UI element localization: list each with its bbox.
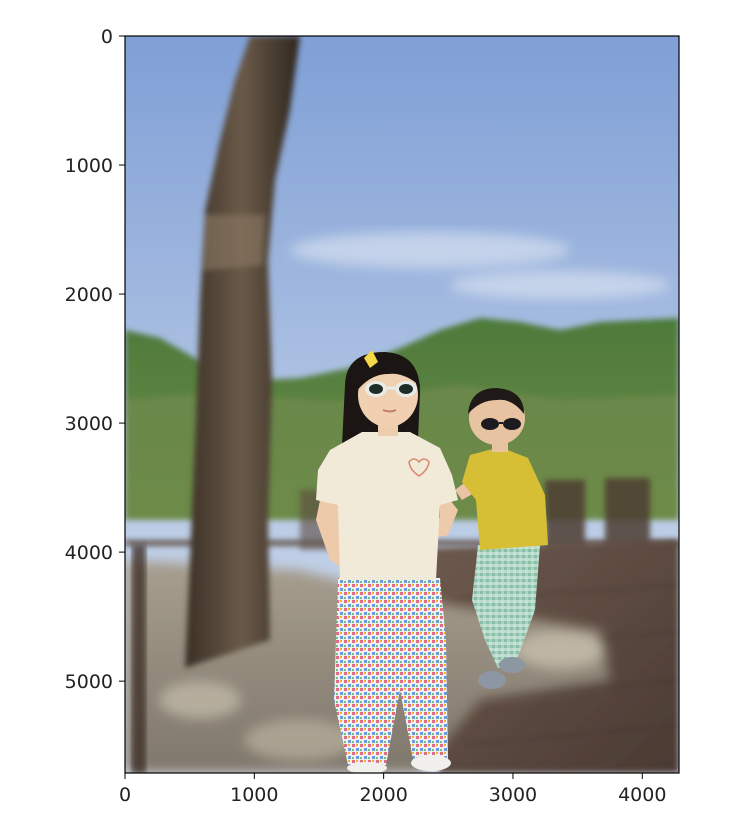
girl-figure	[316, 350, 458, 773]
y-tick-label: 4000	[65, 542, 113, 564]
axes-frame	[124, 35, 680, 774]
boy-figure	[455, 388, 548, 689]
x-tick-label: 1000	[230, 784, 278, 806]
y-tick-label: 2000	[65, 284, 113, 306]
clouds	[290, 232, 670, 299]
y-tick-label: 5000	[65, 671, 113, 693]
left-post	[132, 545, 146, 773]
y-tick-label: 3000	[65, 413, 113, 435]
photo-image	[125, 36, 679, 773]
x-tick-label: 3000	[489, 784, 537, 806]
x-tick-label: 4000	[618, 784, 666, 806]
x-axis: 0 1000 2000 3000 4000	[119, 773, 666, 806]
y-tick-label: 1000	[65, 155, 113, 177]
tree-trunk	[185, 36, 300, 668]
x-tick-label: 2000	[359, 784, 407, 806]
x-tick-label: 0	[119, 784, 131, 806]
y-axis: 0 1000 2000 3000 4000 5000	[65, 26, 125, 693]
y-tick-label: 0	[101, 26, 113, 48]
